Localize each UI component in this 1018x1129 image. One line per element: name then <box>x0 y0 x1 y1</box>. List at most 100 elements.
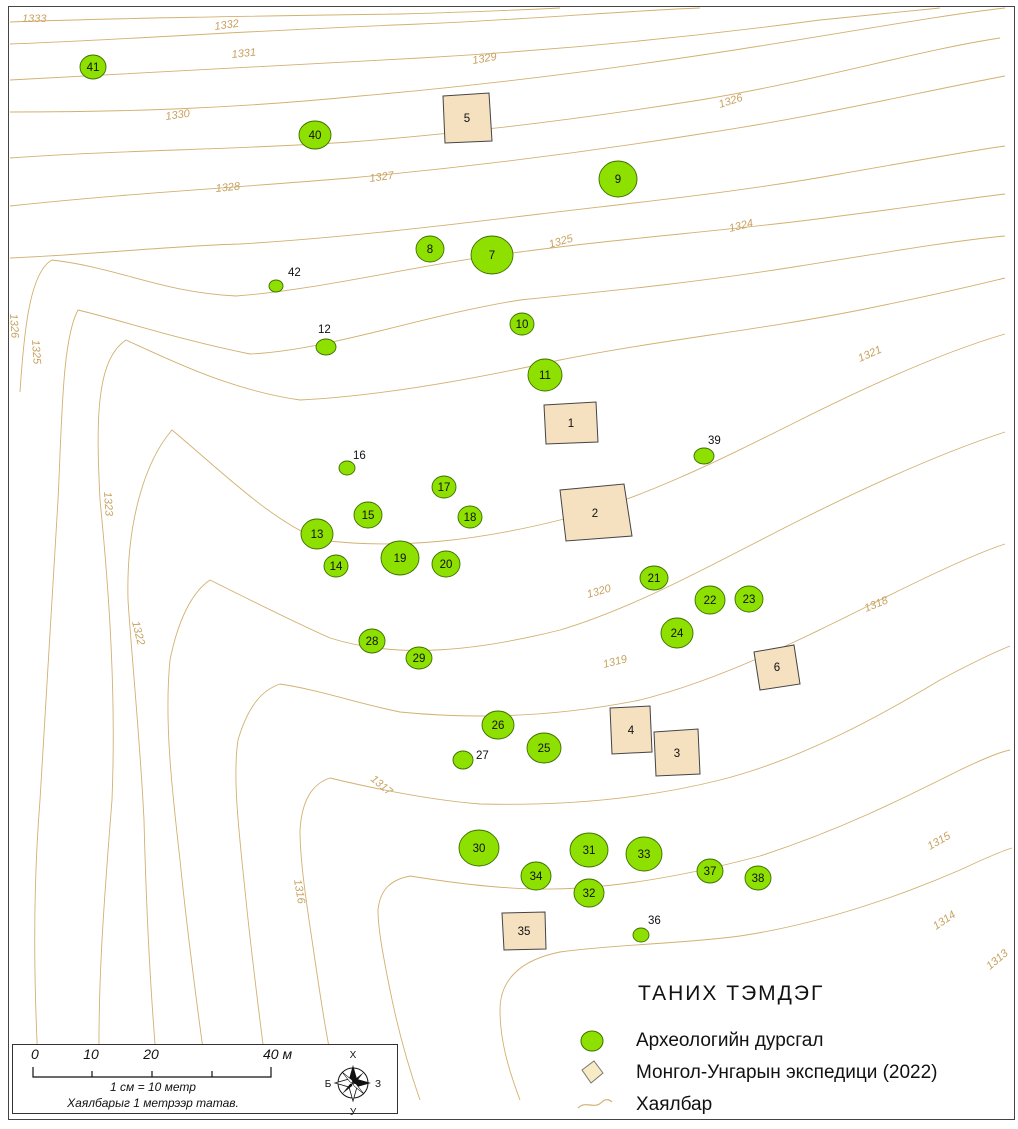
legend-label-monument: Археологийн дурсгал <box>636 1030 824 1051</box>
excavation-label: 35 <box>518 926 531 938</box>
monument-site[interactable]: 31 <box>569 832 609 868</box>
contour-line <box>9 7 941 81</box>
monument-site[interactable]: 20 <box>431 550 461 578</box>
monument-label: 12 <box>318 324 331 336</box>
scale-note: Хаялбарыг 1 метрээр татав. <box>66 1096 239 1110</box>
contour-line <box>9 75 1006 207</box>
monument-site[interactable]: 13 <box>300 518 334 550</box>
contour-label: 1326 <box>7 313 21 339</box>
legend-label-excavation: Монгол-Унгарын экспедици (2022) <box>636 1062 938 1083</box>
scale-tick-label: 10 <box>83 1046 99 1062</box>
monument-label: 11 <box>539 370 551 382</box>
monument-site[interactable]: 25 <box>526 732 562 764</box>
contour-line <box>9 7 561 23</box>
monument-label: 31 <box>583 845 596 857</box>
monument-site[interactable]: 11 <box>527 358 563 392</box>
contour-line <box>34 235 1006 1101</box>
excavation-square[interactable]: 3 <box>653 728 701 777</box>
scale-tick-label: 40 м <box>263 1046 292 1062</box>
contour-label: 1323 <box>101 491 115 517</box>
monument-site[interactable]: 40 <box>298 120 332 150</box>
excavation-square[interactable]: 6 <box>753 644 801 691</box>
monument-site[interactable]: 22 <box>694 585 726 615</box>
monument-site[interactable]: 17 <box>431 475 457 499</box>
monument-site[interactable]: 32 <box>573 878 605 908</box>
excavation-square[interactable]: 5 <box>442 92 493 144</box>
monument-label: 13 <box>311 529 324 541</box>
monument-site[interactable]: 15 <box>353 501 383 529</box>
monument-site[interactable]: 41 <box>79 54 107 80</box>
contour-label: 1330 <box>165 108 192 123</box>
monument-label: 17 <box>438 482 451 494</box>
monument-site[interactable]: 9 <box>598 160 638 198</box>
excavation-label: 3 <box>674 748 680 760</box>
monument-label: 27 <box>476 750 489 762</box>
monument-site[interactable]: 10 <box>509 312 535 336</box>
monument-label: 8 <box>427 244 433 256</box>
monument-label: 34 <box>530 871 543 883</box>
monument-site[interactable]: 29 <box>405 646 433 670</box>
monument-site[interactable]: 19 <box>380 540 420 576</box>
excavation-square[interactable]: 35 <box>501 911 547 951</box>
legend-item-monument: Археологийн дурсгал <box>572 1026 823 1056</box>
contour-line <box>97 277 1006 1101</box>
monument-site[interactable]: 28 <box>358 628 386 654</box>
monument-site[interactable]: 36 <box>632 915 661 943</box>
excavation-label: 4 <box>628 725 635 737</box>
monument-site[interactable]: 16 <box>338 450 366 476</box>
monument-site[interactable]: 8 <box>415 235 445 263</box>
excavation-square[interactable]: 2 <box>559 483 633 542</box>
compass-north: Х <box>350 1050 357 1061</box>
monument-label: 37 <box>704 866 717 878</box>
excavation-square[interactable]: 4 <box>609 705 653 755</box>
monument-site[interactable]: 12 <box>315 324 337 356</box>
monument-label: 22 <box>704 595 717 607</box>
legend: ТАНИХ ТЭМДЭГ Археологийн дурсгал Монгол-… <box>572 980 1012 1120</box>
contour-line <box>127 333 1006 1101</box>
monument-site[interactable]: 26 <box>481 710 515 740</box>
contour-line <box>499 847 1013 1101</box>
monument-label: 41 <box>87 62 100 74</box>
excavation-label: 1 <box>568 418 574 430</box>
contour-label: 1317 <box>368 773 395 798</box>
monument-site[interactable]: 24 <box>660 617 694 649</box>
monument-site[interactable]: 39 <box>693 435 721 465</box>
scale-tick-label: 20 <box>142 1046 159 1062</box>
monument-label: 7 <box>489 250 495 262</box>
monument-label: 30 <box>473 843 486 855</box>
monument-site[interactable]: 33 <box>625 836 663 872</box>
compass-east: З <box>375 1079 381 1090</box>
monument-site[interactable]: 42 <box>268 267 301 293</box>
monument-site[interactable]: 14 <box>323 554 349 578</box>
monument-site[interactable]: 27 <box>452 750 489 770</box>
monument-symbol-icon <box>572 1026 620 1056</box>
contour-label: 1327 <box>369 170 396 185</box>
monument-label: 36 <box>648 915 661 927</box>
contour-label: 1324 <box>728 217 755 235</box>
contour-line <box>9 7 701 45</box>
monument-site[interactable]: 34 <box>520 861 552 891</box>
monument-site[interactable]: 30 <box>458 829 500 867</box>
monument-site[interactable]: 38 <box>744 865 772 891</box>
contour-label: 1313 <box>984 947 1011 972</box>
monument-site[interactable]: 7 <box>470 235 514 275</box>
excavation-square[interactable]: 1 <box>543 401 599 445</box>
monument-label: 42 <box>288 267 301 279</box>
contour-label: 1332 <box>214 18 240 33</box>
contour-label: 1333 <box>22 13 47 25</box>
contour-label: 1331 <box>231 46 257 60</box>
contour-symbol-icon <box>572 1090 620 1120</box>
contour-line <box>9 145 1006 259</box>
monument-site[interactable]: 21 <box>639 565 669 591</box>
contour-line <box>9 7 1006 113</box>
monument-site[interactable]: 23 <box>734 585 764 613</box>
contour-label: 1318 <box>863 594 891 615</box>
monument-site[interactable]: 37 <box>696 858 724 884</box>
contour-label: 1321 <box>856 344 883 365</box>
monument-label: 26 <box>492 720 505 732</box>
contour-line <box>9 37 1001 159</box>
monument-site[interactable]: 18 <box>457 505 483 529</box>
monument-label: 23 <box>743 594 756 606</box>
